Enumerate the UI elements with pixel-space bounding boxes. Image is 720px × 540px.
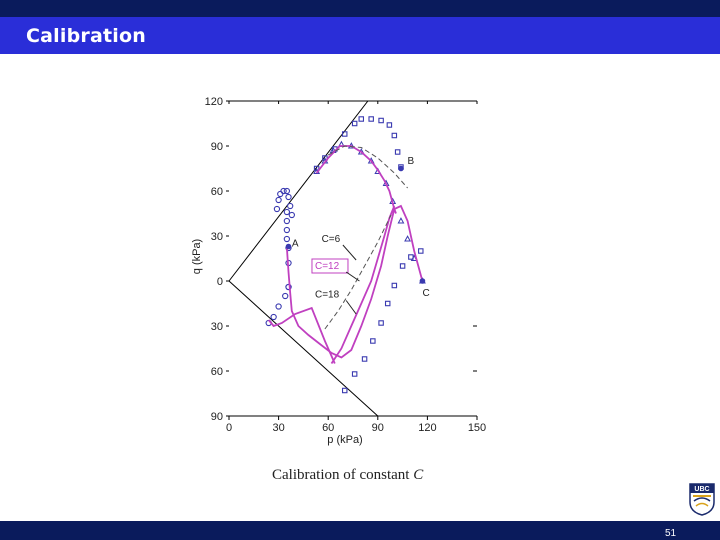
x-tick-label: 150 (468, 422, 486, 434)
measured-point (341, 131, 348, 137)
predicted-path-11 (327, 145, 408, 189)
top-rule (0, 0, 720, 17)
chart-annotation: B (408, 156, 415, 167)
measured-point (384, 300, 391, 307)
x-tick-label: 0 (226, 422, 232, 434)
point-marker-b (398, 165, 404, 172)
y-tick-label: 30 (211, 321, 223, 333)
measured-point (408, 254, 414, 260)
measured-point (283, 208, 291, 216)
caption-text: Calibration of constant (272, 467, 414, 483)
measured-point (418, 248, 424, 254)
point-marker-c (419, 278, 426, 284)
annotation-arrow-1 (345, 271, 360, 282)
measured-point (351, 371, 358, 377)
predicted-path-8 (315, 145, 397, 214)
measured-point (277, 190, 284, 198)
measured-point (285, 193, 292, 201)
chart-caption: Calibration of constant C (272, 467, 423, 484)
chart-annotation: C (422, 288, 429, 299)
page-number: 51 (665, 528, 677, 539)
envelope-line-0 (228, 100, 369, 282)
measured-point (283, 187, 291, 195)
measured-point (394, 149, 401, 155)
measured-point (397, 217, 405, 224)
x-tick-label: 60 (322, 422, 334, 434)
point-marker-a (285, 243, 292, 250)
y-tick-label: 90 (211, 411, 223, 423)
y-tick-label: 0 (217, 276, 223, 288)
predicted-path-9 (330, 205, 396, 364)
measured-point (404, 235, 411, 242)
measured-point (399, 263, 406, 269)
chart-annotation: C=12 (315, 261, 340, 272)
measured-point (280, 187, 287, 195)
predicted-path-7 (268, 306, 336, 364)
y-tick-label: 30 (211, 231, 223, 243)
measured-point (391, 282, 398, 289)
measured-point (341, 387, 348, 394)
slide-title: Calibration (26, 25, 146, 47)
y-tick-label: 120 (205, 96, 223, 108)
measured-point (283, 226, 291, 234)
measured-point (282, 292, 289, 300)
title-bar: Calibration (0, 17, 720, 54)
measured-point (358, 116, 365, 122)
measured-point (370, 338, 376, 344)
annotation-box (311, 258, 349, 274)
x-tick-label: 90 (372, 422, 384, 434)
x-tick-label: 30 (272, 422, 284, 434)
measured-point (288, 211, 295, 219)
measured-point (391, 132, 398, 139)
y-axis-label: q (kPa) (191, 239, 203, 274)
predicted-path-10 (324, 214, 392, 330)
measured-point (386, 122, 393, 128)
y-tick-label: 90 (211, 141, 223, 153)
measured-point (378, 117, 384, 124)
annotation-arrow-2 (345, 300, 357, 315)
envelope-line-1 (228, 280, 379, 417)
chart-annotation: A (292, 239, 299, 250)
chart-annotation: C=6 (322, 234, 341, 245)
y-tick-label: 60 (211, 186, 223, 198)
measured-point (275, 303, 282, 310)
caption-variable: C (413, 467, 424, 483)
x-tick-label: 120 (418, 422, 436, 434)
measured-point (378, 320, 384, 326)
measured-point (275, 196, 282, 204)
ubc-logo-icon: UBC (689, 483, 715, 516)
measured-point (368, 116, 374, 122)
chart-annotation: C=18 (315, 290, 340, 301)
measured-point (351, 120, 358, 127)
measured-point (270, 313, 277, 321)
measured-point (313, 165, 320, 172)
measured-point (273, 205, 281, 213)
measured-point (361, 356, 368, 362)
y-tick-label: 60 (211, 366, 223, 378)
x-axis-label: p (kPa) (327, 434, 362, 446)
measured-point (285, 283, 292, 291)
annotation-arrow-0 (342, 244, 357, 261)
measured-point (283, 217, 291, 225)
bottom-bar (0, 521, 720, 540)
logo-text: UBC (694, 486, 709, 493)
measured-point (283, 235, 291, 243)
predicted-path-6 (286, 204, 424, 359)
measured-point (287, 202, 294, 210)
